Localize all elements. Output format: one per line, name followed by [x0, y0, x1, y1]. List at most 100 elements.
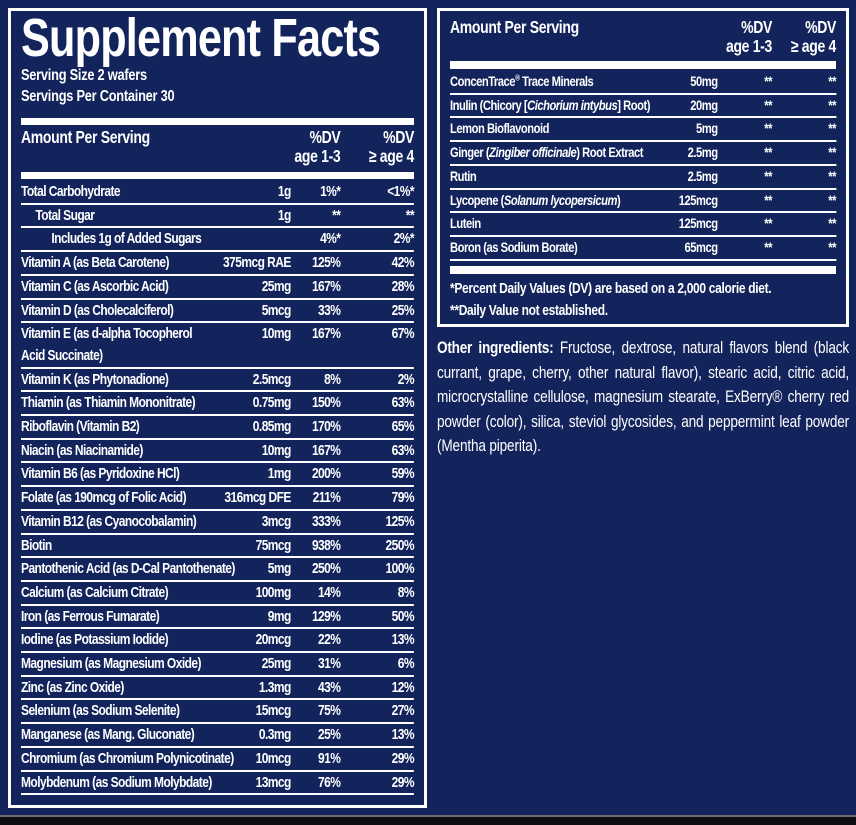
dv-age-1-3-value: 4%*: [320, 230, 341, 248]
dv-age-4-column-header: %DV ≥ age 4: [772, 18, 836, 56]
dv-age-4-value: 29%: [391, 773, 415, 791]
dv-age-4-value: 63%: [391, 441, 415, 459]
dv-age-4-value: **: [828, 120, 836, 137]
nutrient-name: Total Carbohydrate: [21, 183, 121, 200]
other-ingredients-label: Other ingredients:: [437, 338, 554, 357]
table-row: Vitamin C (as Ascorbic Acid) 25mg 167% 28%: [21, 276, 415, 300]
amount-value: 5mcg: [261, 301, 292, 319]
dv-age-4-value: 59%: [391, 465, 415, 483]
amount-value: 100mg: [255, 583, 292, 601]
nutrient-name: Thiamin (as Thiamin Mononitrate): [21, 394, 196, 412]
dv-age-1-3-value: 150%: [311, 394, 341, 412]
table-row: ConcenTrace® Trace Minerals 50mg ** **: [450, 71, 836, 95]
nutrient-name: Niacin (as Niacinamide): [21, 441, 143, 459]
nutrient-name: Boron (as Sodium Borate): [450, 238, 578, 255]
other-ingredients-text: Other ingredients: Fructose, dextrose, n…: [437, 336, 849, 459]
dv-age-1-3-value: **: [764, 191, 772, 208]
dv-age-4-value: 42%: [391, 254, 415, 272]
dv-age-1-3-value: 211%: [312, 489, 341, 507]
dv-age-1-3-value: 25%: [318, 726, 341, 744]
dv-age-1-3-value: 250%: [311, 560, 341, 578]
table-row: Chromium (as Chromium Polynicotinate) 10m…: [21, 748, 415, 772]
table-row: Lemon Bioflavonoid 5mg ** **: [450, 118, 836, 143]
right-panel: Amount Per Serving %DV age 1-3 %DV ≥ age…: [437, 8, 849, 327]
table-row: Biotin 75mcg 938% 250%: [21, 535, 415, 559]
dv-age-1-3-value: 76%: [318, 773, 341, 791]
amount-value: 2.5mcg: [252, 370, 292, 388]
dv-age-1-3-value: **: [764, 238, 772, 255]
amount-value: 9mg: [267, 607, 292, 625]
footnote-dv-not-established: **Daily Value not established.: [450, 301, 608, 319]
dv-age-4-value: 13%: [391, 631, 415, 649]
dv-age-4-value: 100%: [385, 560, 415, 578]
dv-age-1-3-value: 167%: [311, 325, 341, 343]
table-row: Thiamin (as Thiamin Mononitrate) 0.75mg 15…: [21, 392, 415, 417]
dv-age-1-3-value: 33%: [318, 301, 341, 319]
table-row: Niacin (as Niacinamide) 10mg 167% 63%: [21, 440, 415, 464]
table-row: Iodine (as Potassium Iodide) 20mcg 22% 13%: [21, 629, 415, 654]
nutrient-table: ConcenTrace® Trace Minerals 50mg ** ** Inuli…: [450, 71, 836, 261]
divider-bar: [21, 118, 414, 125]
serving-info: Serving Size 2 wafers Servings Per Conta…: [21, 65, 414, 107]
dv-age-1-3-column-header: %DV age 1-3: [291, 128, 340, 166]
nutrient-name: Vitamin K (as Phytonadione): [21, 370, 169, 388]
amount-per-serving-label: Amount Per Serving: [450, 17, 579, 37]
nutrient-name: Rutin: [450, 167, 477, 184]
nutrient-name: Lycopene (Solanum lycopersicum): [450, 191, 621, 208]
dv-age-4-value: 2%: [397, 370, 415, 388]
amount-value: 1mg: [267, 465, 292, 483]
dv-age-4-value: 125%: [385, 512, 415, 530]
table-row: Vitamin D (as Cholecalciferol) 5mcg 33% 25%: [21, 300, 415, 324]
dv-age-4-value: **: [828, 144, 836, 161]
dv-age-1-3-value: **: [764, 144, 772, 161]
amount-value: 20mg: [690, 96, 718, 113]
dv-age-4-value: **: [828, 73, 836, 89]
nutrient-name: Molybdenum (as Sodium Molybdate): [21, 773, 212, 791]
dv-age-4-value: 6%: [397, 655, 415, 673]
nutrient-name: Includes 1g of Added Sugars: [51, 230, 202, 248]
dv-age-4-value: <1%*: [387, 183, 414, 200]
dv-age-1-3-value: **: [332, 206, 341, 224]
footnote-daily-values: *Percent Daily Values (DV) are based on …: [450, 279, 772, 297]
dv-age-1-3-value: 200%: [311, 465, 341, 483]
dv-label: %DV: [805, 17, 836, 37]
dv-age-1-3-value: 31%: [318, 655, 341, 673]
table-row: Total Carbohydrate 1g 1%* <1%*: [21, 181, 415, 205]
amount-value: 316mcg DFE: [224, 489, 291, 507]
dv-age-1-3-value: 91%: [318, 749, 341, 767]
dv-age-1-3-value: **: [764, 96, 772, 113]
nutrient-table: Total Carbohydrate 1g 1%* <1%* Total Sugar 1g…: [21, 181, 415, 796]
amount-value: 5mg: [696, 120, 718, 137]
dv-label: %DV: [383, 127, 414, 147]
table-row: Manganese (as Mang. Gluconate) 0.3mg 25% 13…: [21, 724, 415, 748]
amount-value: 5mg: [267, 560, 292, 578]
amount-value: 1g: [277, 183, 291, 200]
nutrient-name: Iodine (as Potassium Iodide): [21, 631, 169, 649]
dv-age-1-3-value: 938%: [311, 536, 341, 554]
nutrient-name: Pantothenic Acid (as D-Cal Pantothenate): [21, 560, 235, 578]
table-row: Boron (as Sodium Borate) 65mcg ** **: [450, 237, 836, 261]
dv-age-1-3-value: 167%: [311, 441, 341, 459]
amount-per-serving-label: Amount Per Serving: [21, 127, 150, 147]
table-row: Vitamin K (as Phytonadione) 2.5mcg 8% 2%: [21, 369, 415, 393]
nutrient-name: Inulin (Chicory [Cichorium intybus] Root…: [450, 96, 650, 113]
amount-value: 0.75mg: [252, 394, 292, 412]
dv-age-1-3-value: **: [764, 167, 772, 184]
dv-age-4-value: 27%: [391, 702, 415, 720]
divider-bar: [21, 172, 414, 179]
dv-age-4-value: 8%: [397, 583, 415, 601]
label-bottom-edge: [0, 815, 856, 825]
amount-value: 125mcg: [678, 191, 718, 208]
amount-value: 0.85mg: [252, 418, 292, 436]
dv-age-4-column-header: %DV ≥ age 4: [340, 128, 414, 166]
age-1-3-label: age 1-3: [725, 36, 772, 56]
age-4-label: ≥ age 4: [790, 36, 836, 56]
amount-value: 0.3mg: [258, 726, 291, 744]
dv-age-4-value: **: [828, 96, 836, 113]
dv-age-4-value: 67%: [391, 325, 415, 343]
nutrient-name: Lutein: [450, 215, 481, 232]
amount-value: 2.5mg: [687, 167, 718, 184]
table-row: Lutein 125mcg ** **: [450, 213, 836, 237]
table-row: Pantothenic Acid (as D-Cal Pantothenate)…: [21, 558, 415, 582]
dv-age-4-value: 63%: [391, 394, 415, 412]
